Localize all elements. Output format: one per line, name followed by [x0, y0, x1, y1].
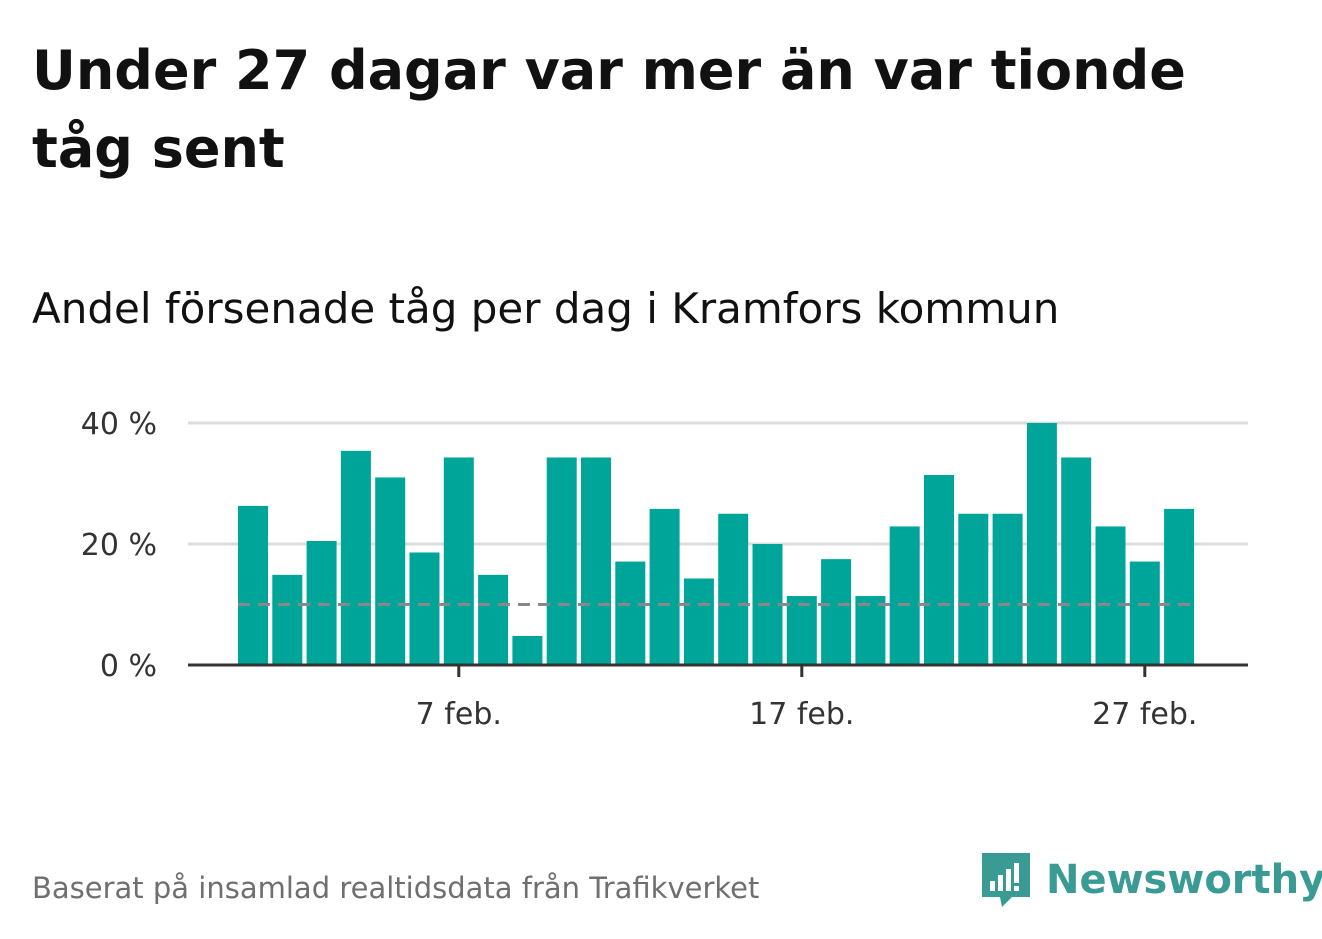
bar	[1164, 508, 1195, 665]
axes: 0 % 20 % 40 % 7 feb. 17 feb. 27 feb.	[81, 407, 1248, 732]
y-tick-label: 20 %	[81, 528, 157, 563]
chart-subtitle: Andel försenade tåg per dag i Kramfors k…	[32, 284, 1060, 333]
brand-logo: Newsworthy	[980, 850, 1322, 910]
bar	[615, 561, 646, 665]
bar	[546, 457, 577, 665]
bar	[1129, 561, 1160, 665]
bar	[855, 596, 886, 665]
y-tick-label: 0 %	[100, 649, 157, 684]
x-tick-label: 7 feb.	[416, 697, 502, 732]
x-tick-label: 17 feb.	[749, 697, 854, 732]
bar	[306, 540, 337, 665]
bar	[1061, 457, 1092, 665]
bar	[958, 513, 989, 665]
bar	[821, 559, 852, 665]
bar	[512, 635, 543, 665]
bar	[478, 574, 509, 665]
brand-name: Newsworthy	[1046, 857, 1322, 903]
bar	[375, 477, 406, 665]
bar	[683, 578, 714, 665]
bar	[924, 475, 954, 665]
bar	[238, 505, 268, 665]
source-note: Baserat på insamlad realtidsdata från Tr…	[32, 871, 760, 905]
y-tick-label: 40 %	[81, 407, 157, 442]
bar	[786, 596, 817, 665]
x-tick-label: 27 feb.	[1092, 697, 1197, 732]
bar	[992, 513, 1023, 665]
chart-title: Under 27 dagar var mer än var tionde tåg…	[32, 39, 1186, 180]
bar	[718, 513, 749, 665]
bar-chart: 0 % 20 % 40 % 7 feb. 17 feb. 27 feb.	[81, 407, 1248, 732]
bars	[238, 423, 1195, 665]
bar	[409, 552, 440, 665]
bar	[1095, 526, 1126, 665]
bar	[340, 450, 371, 665]
bar	[443, 457, 474, 665]
newsworthy-logo-icon	[982, 853, 1030, 907]
bar	[581, 457, 611, 665]
bar	[272, 574, 303, 665]
bar	[1026, 423, 1057, 665]
bar	[889, 526, 920, 665]
bar	[649, 508, 680, 665]
